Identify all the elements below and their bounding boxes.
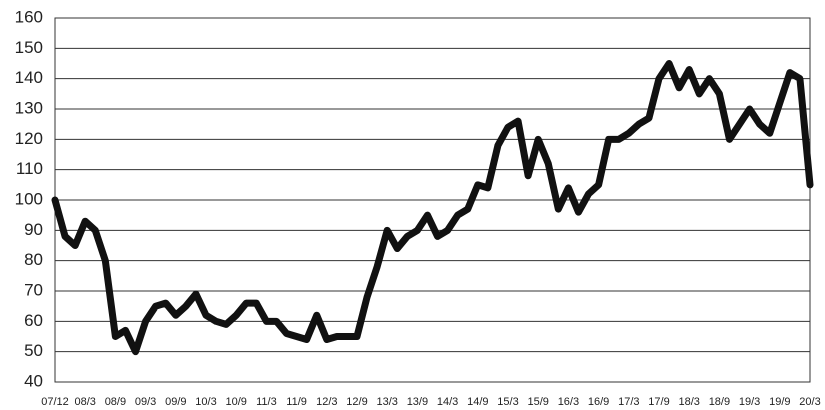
data-line: [51, 60, 814, 356]
y-tick-label: 70: [24, 280, 43, 299]
y-tick-label: 110: [16, 159, 43, 178]
x-tick-label: 16/9: [588, 396, 609, 408]
x-tick-label: 09/3: [135, 396, 156, 408]
x-tick-label: 14/9: [467, 396, 488, 408]
x-tick-label: 19/9: [769, 396, 790, 408]
x-tick-label: 15/3: [497, 396, 518, 408]
y-tick-label: 50: [24, 341, 43, 360]
x-tick-label: 13/9: [407, 396, 428, 408]
y-tick-label: 120: [15, 129, 43, 148]
x-tick-label: 11/3: [256, 396, 277, 408]
x-tick-label: 15/9: [527, 396, 548, 408]
x-tick-label: 17/9: [648, 396, 669, 408]
x-tick-label: 19/3: [739, 396, 760, 408]
x-tick-label: 11/9: [286, 396, 307, 408]
x-tick-label: 10/3: [195, 396, 216, 408]
y-tick-label: 140: [15, 68, 43, 87]
x-tick-label: 12/3: [316, 396, 337, 408]
y-tick-label: 90: [24, 220, 43, 239]
x-tick-label: 08/9: [105, 396, 126, 408]
x-tick-label: 12/9: [346, 396, 367, 408]
x-tick-label: 18/9: [709, 396, 730, 408]
y-tick-label: 130: [15, 98, 43, 117]
x-tick-label: 16/3: [558, 396, 579, 408]
x-tick-label: 08/3: [74, 396, 95, 408]
x-tick-label: 09/9: [165, 396, 186, 408]
y-tick-label: 80: [24, 250, 43, 269]
x-tick-label: 20/3: [799, 396, 820, 408]
x-tick-label: 07/12: [41, 396, 69, 408]
y-tick-label: 60: [24, 311, 43, 330]
x-tick-label: 13/3: [376, 396, 397, 408]
y-tick-label: 100: [15, 189, 43, 208]
x-tick-label: 14/3: [437, 396, 458, 408]
y-tick-label: 150: [15, 38, 43, 57]
x-tick-label: 10/9: [225, 396, 246, 408]
x-tick-label: 18/3: [678, 396, 699, 408]
y-tick-label: 160: [15, 7, 43, 26]
x-tick-label: 17/3: [618, 396, 639, 408]
y-tick-label: 40: [24, 371, 43, 390]
